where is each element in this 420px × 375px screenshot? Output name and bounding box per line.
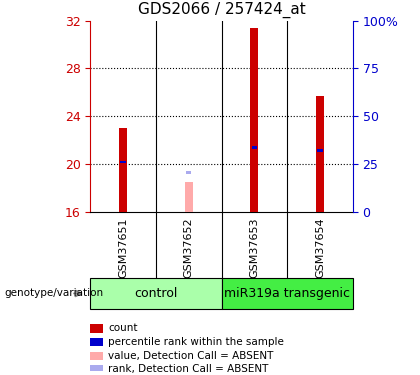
Bar [185, 182, 193, 212]
Bar [90, 324, 103, 333]
Bar [90, 351, 103, 360]
Bar [250, 28, 258, 212]
Bar [90, 338, 103, 346]
Text: value, Detection Call = ABSENT: value, Detection Call = ABSENT [108, 351, 274, 360]
Bar [317, 150, 323, 152]
Bar [252, 146, 257, 148]
Bar [222, 278, 353, 309]
Text: rank, Detection Call = ABSENT: rank, Detection Call = ABSENT [108, 364, 269, 374]
Title: GDS2066 / 257424_at: GDS2066 / 257424_at [138, 2, 305, 18]
Bar [90, 278, 222, 309]
Bar [121, 161, 126, 164]
Bar [316, 96, 324, 212]
Text: control: control [134, 287, 178, 300]
Bar [90, 365, 103, 374]
Text: GSM37651: GSM37651 [118, 218, 128, 278]
Bar [186, 171, 192, 174]
Text: GSM37652: GSM37652 [184, 217, 194, 278]
Bar [119, 128, 127, 212]
Text: GSM37654: GSM37654 [315, 217, 325, 278]
Text: miR319a transgenic: miR319a transgenic [224, 287, 350, 300]
Text: count: count [108, 323, 138, 333]
Text: genotype/variation: genotype/variation [4, 288, 103, 298]
Text: percentile rank within the sample: percentile rank within the sample [108, 337, 284, 347]
Text: GSM37653: GSM37653 [249, 218, 260, 278]
